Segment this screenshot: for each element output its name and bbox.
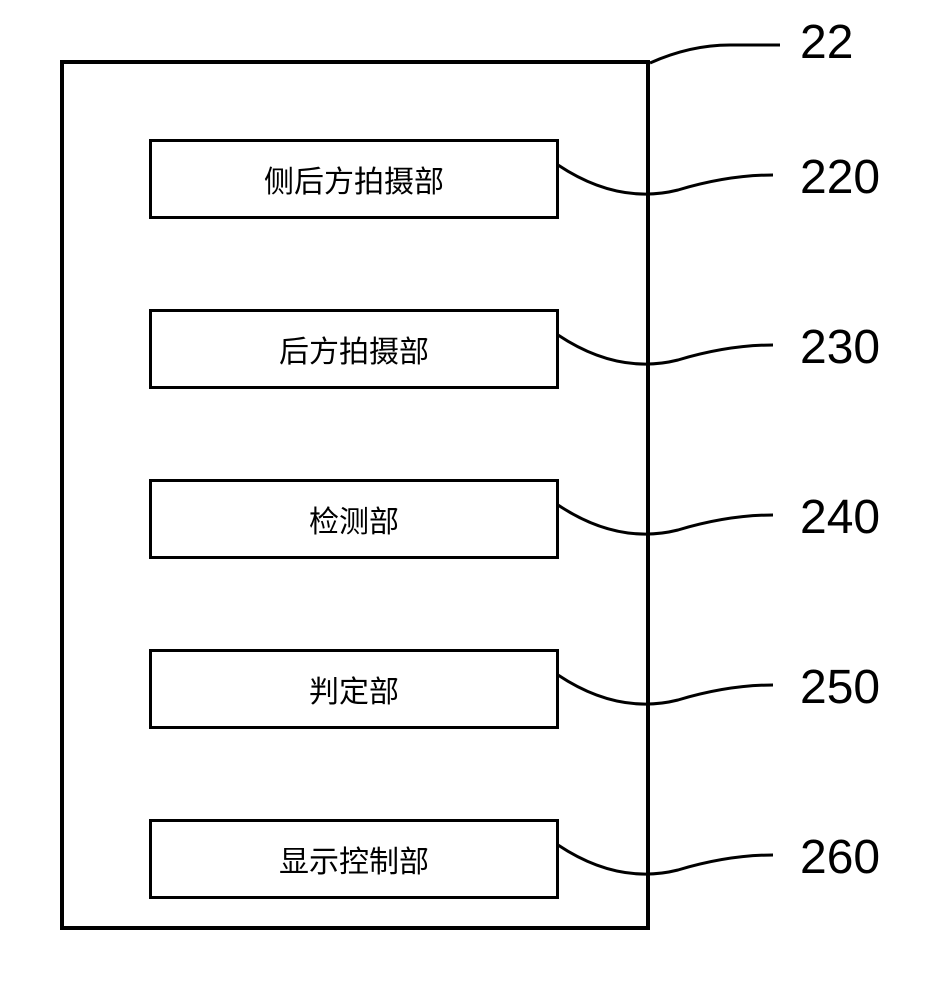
- block-side-rear-camera: 侧后方拍摄部: [149, 139, 559, 219]
- block-label: 显示控制部: [279, 837, 429, 881]
- block-detection: 检测部: [149, 479, 559, 559]
- block-label: 后方拍摄部: [279, 327, 429, 371]
- leader-line-220: [558, 150, 788, 210]
- leader-line-230: [558, 320, 788, 380]
- ref-label-22: 22: [800, 15, 853, 70]
- block-rear-camera: 后方拍摄部: [149, 309, 559, 389]
- block-determination: 判定部: [149, 649, 559, 729]
- block-label: 判定部: [309, 667, 399, 711]
- block-label: 侧后方拍摄部: [264, 157, 444, 201]
- ref-label-250: 250: [800, 660, 880, 715]
- ref-label-220: 220: [800, 150, 880, 205]
- ref-label-260: 260: [800, 830, 880, 885]
- leader-line-22: [640, 35, 800, 95]
- leader-line-260: [558, 830, 788, 890]
- leader-line-240: [558, 490, 788, 550]
- ref-label-240: 240: [800, 490, 880, 545]
- block-display-control: 显示控制部: [149, 819, 559, 899]
- ref-label-230: 230: [800, 320, 880, 375]
- leader-line-250: [558, 660, 788, 720]
- block-label: 检测部: [309, 497, 399, 541]
